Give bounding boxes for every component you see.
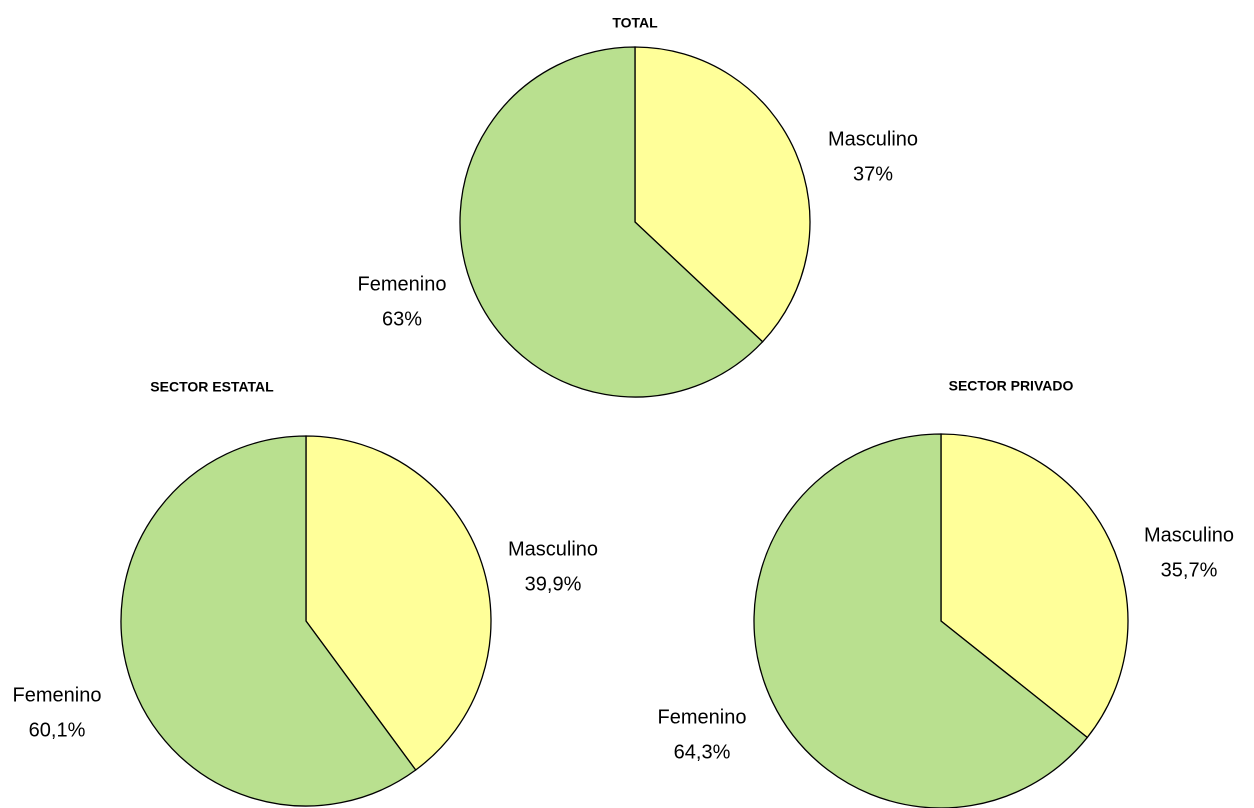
slice-category: Masculino xyxy=(508,538,598,560)
pie-title: TOTAL xyxy=(612,15,658,31)
slice-value-label: 35,7% xyxy=(1161,559,1218,581)
pie-title: SECTOR ESTATAL xyxy=(150,379,274,395)
slice-category: Femenino xyxy=(13,684,102,706)
pie-slice xyxy=(305,435,492,771)
pie-title: SECTOR PRIVADO xyxy=(949,378,1074,394)
slice-category: Masculino xyxy=(1144,524,1234,546)
slice-value-label: 37% xyxy=(853,163,893,185)
slice-value-label: 63% xyxy=(382,308,422,330)
slice-category: Femenino xyxy=(658,706,747,728)
slice-value-label: 60,1% xyxy=(29,719,86,741)
pie-slice xyxy=(459,46,764,398)
slice-category: Masculino xyxy=(828,128,918,150)
pie-slice xyxy=(940,433,1129,739)
pie-slice xyxy=(120,435,417,807)
pie-slice xyxy=(753,433,1089,808)
slice-value-label: 39,9% xyxy=(525,573,582,595)
slice-value-label: 64,3% xyxy=(674,741,731,763)
pie-slice xyxy=(634,46,811,343)
slice-category: Femenino xyxy=(358,273,447,295)
